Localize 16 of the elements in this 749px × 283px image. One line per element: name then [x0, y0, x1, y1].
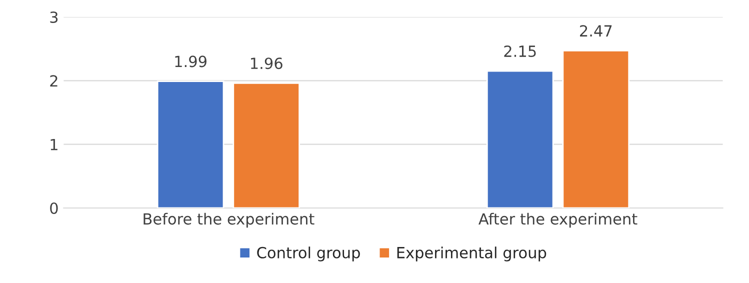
data-label: 2.47	[580, 25, 612, 36]
data-label: 1.99	[175, 56, 206, 68]
x-tick-label: After the experiment	[478, 212, 638, 228]
bar	[232, 82, 300, 208]
y-tick-label: 1	[50, 138, 58, 150]
bar	[156, 80, 224, 208]
bar	[486, 70, 554, 208]
y-tick-label: 0	[50, 202, 58, 214]
data-label: 1.96	[251, 58, 282, 70]
data-label: 2.15	[504, 45, 536, 58]
legend-label: Control group	[257, 246, 360, 262]
legend-label: Experimental group	[397, 246, 546, 262]
y-tick-label: 2	[50, 75, 58, 86]
x-tick-label: Before the experiment	[144, 212, 314, 228]
bar	[562, 50, 630, 208]
y-tick-label: 3	[50, 11, 58, 23]
